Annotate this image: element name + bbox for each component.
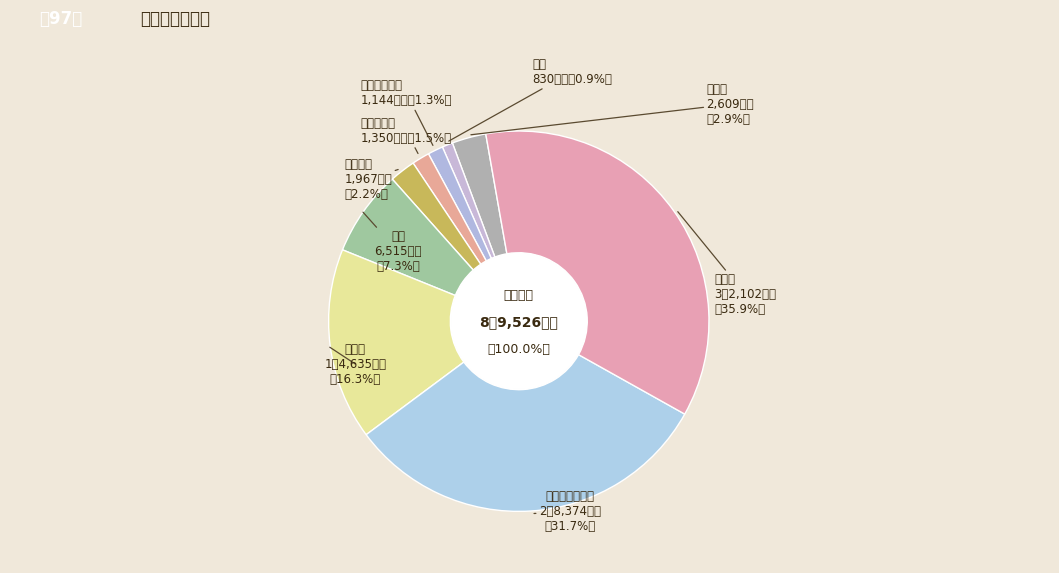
Text: 宅地造成
1,967億円
（2.2%）: 宅地造成 1,967億円 （2.2%） bbox=[344, 158, 398, 201]
Text: 料金収入: 料金収入 bbox=[504, 289, 534, 301]
Wedge shape bbox=[452, 134, 507, 257]
Text: 交通
6,515億円
（7.3%）: 交通 6,515億円 （7.3%） bbox=[363, 212, 421, 273]
Text: その他
2,609億円
（2.9%）: その他 2,609億円 （2.9%） bbox=[471, 83, 754, 135]
Text: 第97図: 第97図 bbox=[39, 10, 83, 28]
Text: 料金収入の状況: 料金収入の状況 bbox=[141, 10, 211, 28]
Wedge shape bbox=[429, 147, 491, 261]
Wedge shape bbox=[413, 154, 486, 264]
Text: 8兆9,526億円: 8兆9,526億円 bbox=[480, 316, 558, 329]
Wedge shape bbox=[443, 143, 495, 258]
Wedge shape bbox=[328, 250, 464, 435]
Text: ガス
830億円（0.9%）: ガス 830億円（0.9%） bbox=[449, 58, 612, 141]
Text: 工業用水道
1,350億円（1.5%）: 工業用水道 1,350億円（1.5%） bbox=[361, 117, 452, 154]
Wedge shape bbox=[366, 355, 685, 511]
Text: 介護サービス
1,144億円（1.3%）: 介護サービス 1,144億円（1.3%） bbox=[361, 80, 452, 146]
Circle shape bbox=[451, 253, 587, 389]
Text: 水道（含簡水）
2兆8,374億円
（31.7%）: 水道（含簡水） 2兆8,374億円 （31.7%） bbox=[534, 490, 600, 533]
Text: 病　院
3兆2,102億円
（35.9%）: 病 院 3兆2,102億円 （35.9%） bbox=[678, 211, 776, 316]
Wedge shape bbox=[342, 179, 473, 296]
Wedge shape bbox=[392, 163, 481, 270]
Text: （100.0%）: （100.0%） bbox=[487, 343, 551, 356]
Wedge shape bbox=[486, 131, 708, 414]
Text: 下水道
1兆4,635億円
（16.3%）: 下水道 1兆4,635億円 （16.3%） bbox=[324, 343, 387, 386]
